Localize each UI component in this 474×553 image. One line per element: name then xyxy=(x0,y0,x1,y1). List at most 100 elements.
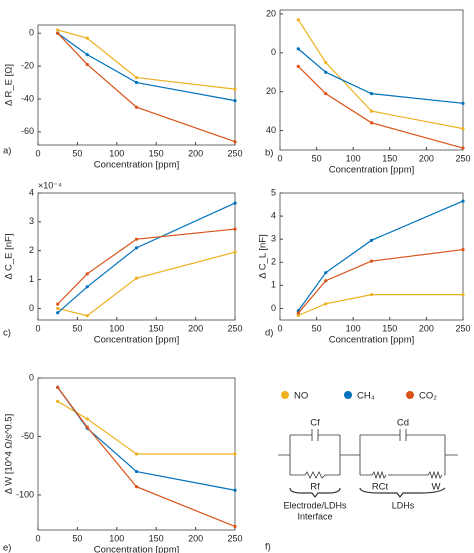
data-point xyxy=(85,52,89,57)
series-line xyxy=(298,294,463,316)
y-tick-label: 0 xyxy=(29,372,34,382)
x-tick-label: 0 xyxy=(35,148,40,158)
series-line xyxy=(297,65,464,149)
series-line xyxy=(57,32,236,102)
c1-label: Cf xyxy=(310,418,320,429)
group1-label: Interface xyxy=(297,511,332,521)
x-tick-label: 150 xyxy=(382,153,397,163)
x-tick-label: 50 xyxy=(72,323,82,333)
series-line xyxy=(57,386,236,528)
data-point xyxy=(134,246,139,250)
data-point xyxy=(233,452,237,456)
series-line xyxy=(57,29,236,90)
data-point xyxy=(324,60,328,65)
y-tick-label: 1 xyxy=(271,280,276,290)
data-point xyxy=(296,313,300,317)
data-point xyxy=(134,105,139,109)
data-point xyxy=(324,92,328,96)
data-point xyxy=(233,250,237,254)
y-tick-label: 0 xyxy=(271,47,276,57)
x-axis-label: Concentration [ppm] xyxy=(94,545,180,553)
data-point xyxy=(461,101,465,105)
legend-label: NO xyxy=(294,391,308,402)
y-tick-label: 2 xyxy=(271,257,276,267)
y-axis-label: Δ C_L [nF] xyxy=(258,234,269,279)
series-line xyxy=(297,200,464,312)
data-point xyxy=(134,80,139,85)
data-point xyxy=(134,237,139,241)
x-tick-label: 100 xyxy=(109,323,124,333)
series-line xyxy=(57,400,235,455)
x-tick-label: 50 xyxy=(312,153,322,163)
x-tick-label: 250 xyxy=(227,533,242,543)
data-point xyxy=(134,76,139,80)
y-tick-label: 20 xyxy=(266,86,276,96)
y-tick-label: -40 xyxy=(21,93,34,103)
data-point xyxy=(85,285,89,289)
x-tick-label: 150 xyxy=(382,323,397,333)
x-tick-label: 250 xyxy=(455,153,470,163)
y-tick-label: 4 xyxy=(271,210,276,220)
x-tick-label: 50 xyxy=(72,148,82,158)
data-point xyxy=(56,399,60,403)
x-tick-label: 250 xyxy=(227,148,242,158)
x-tick-label: 150 xyxy=(149,533,164,543)
data-point xyxy=(461,127,465,131)
y-tick-label: -50 xyxy=(21,431,34,441)
data-point xyxy=(233,227,237,231)
y-tick-label: 1 xyxy=(29,274,34,284)
data-point xyxy=(461,247,465,252)
x-tick-label: 100 xyxy=(109,148,124,158)
data-point xyxy=(85,62,89,67)
x-tick-label: 250 xyxy=(227,323,242,333)
x-tick-label: 200 xyxy=(188,323,203,333)
x-tick-label: 100 xyxy=(109,533,124,543)
data-point xyxy=(369,121,374,125)
data-point xyxy=(369,238,374,242)
data-point xyxy=(233,140,237,144)
r2-label: RCt xyxy=(372,482,389,493)
data-point xyxy=(233,201,237,205)
y-tick-label: 0 xyxy=(29,28,34,38)
data-point xyxy=(461,293,465,297)
legend-swatch xyxy=(281,391,289,399)
data-point xyxy=(233,488,237,492)
data-point xyxy=(296,64,300,68)
axis-multiplier: ×10⁻⁴ xyxy=(38,180,62,190)
data-point xyxy=(233,99,237,103)
data-point xyxy=(324,70,328,74)
data-point xyxy=(134,452,139,456)
c2-label: Cd xyxy=(397,418,409,429)
y-tick-label: 2 xyxy=(29,245,34,255)
panel-label: d) xyxy=(265,328,273,339)
panel-label: a) xyxy=(3,146,11,157)
x-tick-label: 200 xyxy=(419,153,434,163)
x-tick-label: 200 xyxy=(419,323,434,333)
x-tick-label: 0 xyxy=(277,153,282,163)
y-axis-label: Δ W [10^4 Ω/s^0.5] xyxy=(4,414,15,494)
x-axis-label: Concentration [ppm] xyxy=(329,165,415,176)
plot-frame xyxy=(37,24,236,146)
series-line xyxy=(297,248,464,314)
series-line xyxy=(57,202,236,314)
data-point xyxy=(56,306,60,311)
x-tick-label: 0 xyxy=(35,323,40,333)
data-point xyxy=(369,92,374,96)
data-point xyxy=(296,18,300,22)
data-point xyxy=(324,302,328,306)
data-point xyxy=(369,259,374,263)
y-tick-label: 20 xyxy=(266,8,276,18)
x-tick-label: 0 xyxy=(35,533,40,543)
series-line xyxy=(57,32,236,143)
data-point xyxy=(461,199,465,203)
x-tick-label: 150 xyxy=(149,323,164,333)
resistors xyxy=(304,470,443,480)
x-axis-label: Concentration [ppm] xyxy=(329,335,415,346)
y-tick-label: 5 xyxy=(271,187,276,197)
legend-label: CO₂ xyxy=(419,391,437,402)
y-tick-label: -100 xyxy=(16,489,34,499)
data-point xyxy=(56,385,60,389)
data-point xyxy=(369,109,374,113)
y-tick-label: -60 xyxy=(21,126,34,136)
